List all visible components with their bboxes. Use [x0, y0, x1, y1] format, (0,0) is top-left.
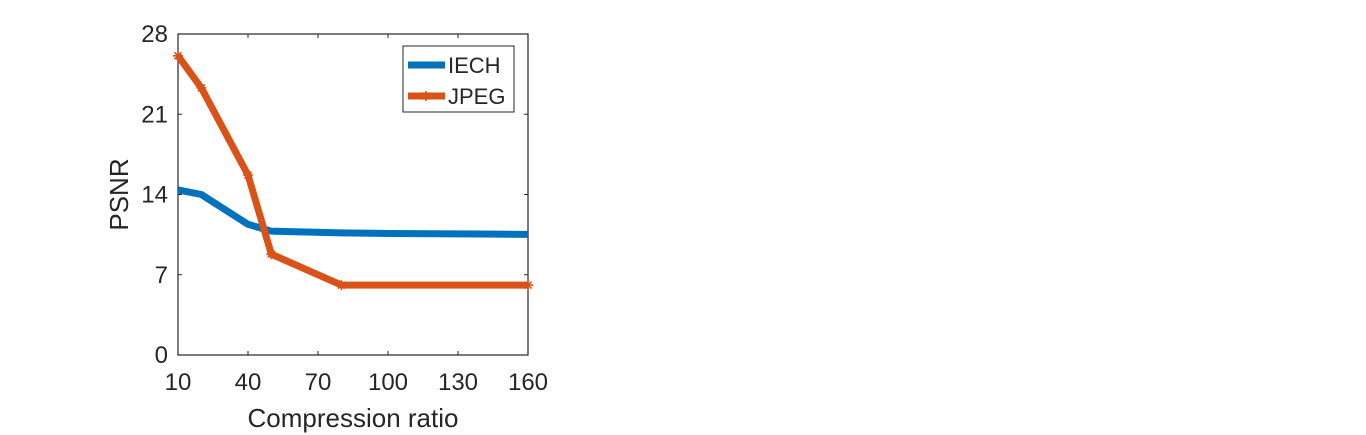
y-tick-label: 21 [141, 101, 168, 128]
legend-label: IECH [448, 53, 501, 78]
legend: IECH JPEG [402, 45, 515, 113]
x-tick-label: 10 [165, 369, 192, 396]
series-point [421, 91, 431, 101]
x-tick-label: 70 [305, 369, 332, 396]
y-axis-label: PSNR [104, 158, 134, 230]
series-point [243, 170, 253, 181]
legend-box [402, 45, 515, 113]
y-tick-label: 28 [141, 21, 168, 48]
x-axis-label: Compression ratio [248, 403, 459, 433]
x-tick-label: 100 [368, 369, 408, 396]
series-layer [173, 50, 533, 291]
legend-label: JPEG [448, 84, 505, 109]
legend-entry-iech: IECH [408, 53, 501, 78]
y-tick-label: 14 [141, 182, 168, 209]
series-iech [177, 186, 529, 238]
axis-ticks: 10 40 70 100 130 160 0 7 14 21 28 [141, 21, 548, 396]
y-tick-label: 0 [155, 342, 168, 369]
series-point [523, 280, 533, 291]
series-point [196, 82, 207, 93]
series-line [175, 53, 528, 289]
series-point [173, 50, 183, 61]
y-tick-label: 7 [155, 262, 168, 289]
series-point [336, 280, 347, 291]
series-point [266, 249, 277, 260]
series-jpeg [173, 50, 533, 291]
x-tick-label: 130 [438, 369, 478, 396]
series-line [177, 186, 529, 238]
x-tick-label: 160 [508, 369, 548, 396]
legend-entry-jpeg: JPEG [408, 84, 505, 109]
x-tick-label: 40 [235, 369, 262, 396]
